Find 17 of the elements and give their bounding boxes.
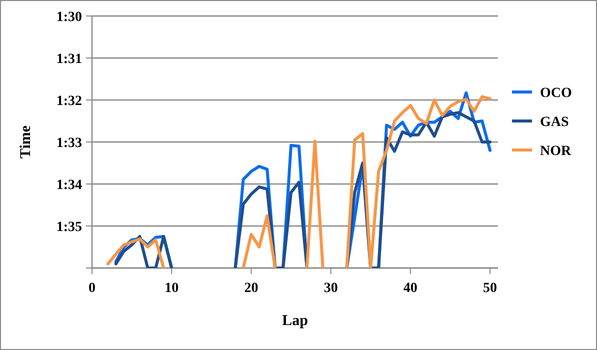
x-tick-label: 30 <box>324 281 338 296</box>
y-tick-label: 1:35 <box>56 220 82 235</box>
legend-label: OCO <box>540 86 572 101</box>
x-tick-label: 0 <box>88 281 96 296</box>
y-tick-label: 1:34 <box>56 178 82 193</box>
x-tick-label: 20 <box>244 281 258 296</box>
y-tick-label: 1:33 <box>56 136 82 151</box>
x-tick-label: 10 <box>164 281 179 296</box>
x-tick-label: 40 <box>403 281 418 296</box>
legend-label: NOR <box>540 144 572 159</box>
y-tick-label: 1:31 <box>56 52 82 67</box>
legend-label: GAS <box>540 114 569 130</box>
y-tick-label: 1:30 <box>56 10 82 25</box>
y-axis-title: Time <box>18 125 34 159</box>
y-tick-label: 1:32 <box>56 94 82 109</box>
x-axis-title: Lap <box>282 313 308 329</box>
x-tick-label: 50 <box>483 281 498 296</box>
